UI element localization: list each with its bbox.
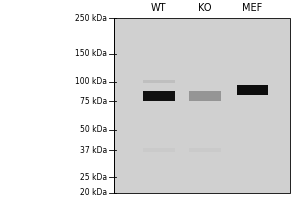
Text: KO: KO	[198, 3, 212, 13]
Text: 25 kDa: 25 kDa	[80, 173, 107, 182]
Bar	[143, 80, 175, 83]
Bar	[237, 85, 268, 95]
Text: WT: WT	[151, 3, 167, 13]
Text: MEF: MEF	[242, 3, 263, 13]
Text: 150 kDa: 150 kDa	[75, 49, 107, 58]
Text: 250 kDa: 250 kDa	[75, 14, 107, 23]
Bar	[189, 91, 220, 101]
Text: 100 kDa: 100 kDa	[75, 77, 107, 86]
Bar	[114, 18, 290, 193]
Bar	[143, 148, 175, 152]
Text: 75 kDa: 75 kDa	[80, 97, 107, 106]
Text: 50 kDa: 50 kDa	[80, 125, 107, 134]
Bar	[189, 148, 220, 152]
Text: 20 kDa: 20 kDa	[80, 188, 107, 197]
Bar	[143, 91, 175, 101]
Text: 37 kDa: 37 kDa	[80, 146, 107, 155]
